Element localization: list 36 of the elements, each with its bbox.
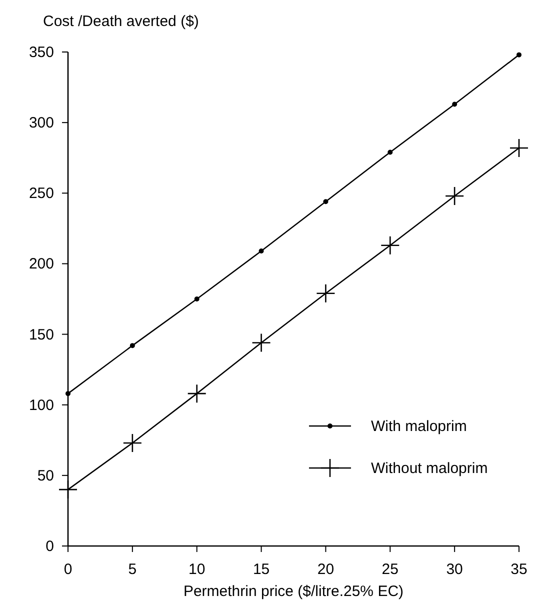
point [187,384,207,404]
y-tick-label: 100 [28,396,54,414]
point [66,391,70,396]
x-tick-label: 25 [382,561,398,578]
point [323,199,328,204]
point [258,248,264,254]
point [380,236,400,256]
point [444,186,464,206]
point [509,138,529,158]
y-tick-label: 0 [46,538,54,555]
point [452,102,458,107]
legend-label: With maloprim [371,418,467,435]
point [194,296,200,302]
point [388,150,393,155]
y-tick-label: 350 [28,44,54,61]
x-tick-label: 15 [252,561,270,578]
point [130,343,135,348]
x-tick-label: 35 [510,561,528,578]
point [122,433,142,453]
legend-label: Without maloprim [371,460,488,477]
y-axis-title: Cost /Death averted ($) [43,13,199,30]
x-axis-title: Permethrin price ($/litre.25% EC) [183,583,404,600]
point [316,284,336,304]
y-tick-label: 150 [28,326,54,344]
x-tick-label: 0 [64,561,72,578]
y-tick-label: 200 [28,256,54,273]
y-tick-label: 300 [28,114,54,132]
x-tick-label: 30 [446,561,463,578]
y-tick-label: 50 [37,467,54,484]
x-tick-label: 20 [317,561,334,578]
x-tick-label: 10 [188,561,206,578]
y-tick-label: 250 [28,185,54,202]
point [516,52,522,58]
x-tick-label: 5 [128,561,137,578]
point [252,333,271,352]
point [58,480,78,500]
